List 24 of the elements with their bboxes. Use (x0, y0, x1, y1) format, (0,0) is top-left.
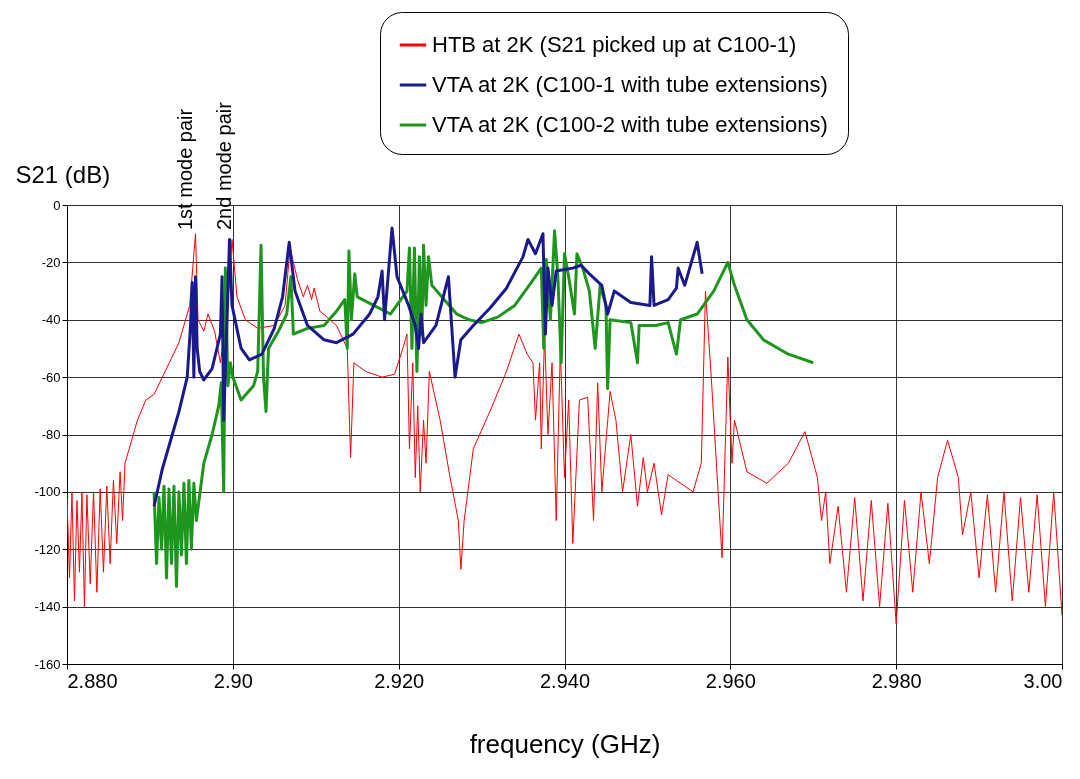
line-series (152, 229, 815, 589)
y-tick-label: -80 (41, 427, 61, 442)
y-tick-label: 0 (53, 197, 61, 213)
x-tick-label: 2.960 (705, 669, 756, 692)
y-tick-label: -120 (34, 541, 61, 557)
y-tick-label: -40 (41, 312, 61, 328)
y-axis-title: S21 (dB) (15, 160, 111, 188)
y-tick-label: -20 (41, 254, 61, 270)
x-tick-label: 2.980 (871, 669, 922, 692)
x-tick-label: 2.920 (374, 669, 425, 692)
annotation: 1st mode pair (174, 108, 196, 230)
legend-label: VTA at 2K (C100-1 with tube extensions) (432, 72, 828, 97)
x-tick-label: 2.90 (213, 669, 253, 692)
legend-label: HTB at 2K (S21 picked up at C100-1) (432, 32, 797, 57)
x-axis-title: frequency (GHz) (469, 728, 661, 759)
x-tick-label: 3.00 (1023, 669, 1063, 692)
annotation: 2nd mode pair (213, 101, 235, 230)
legend-label: VTA at 2K (C100-2 with tube extensions) (432, 112, 828, 137)
y-tick-label: -160 (34, 656, 61, 672)
x-tick-label: 2.940 (539, 669, 591, 692)
y-tick-label: -100 (34, 484, 61, 500)
x-tick-label: 2.880 (67, 669, 118, 692)
y-tick-label: -140 (34, 599, 61, 615)
y-tick-label: -60 (41, 369, 61, 385)
